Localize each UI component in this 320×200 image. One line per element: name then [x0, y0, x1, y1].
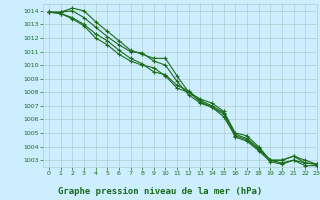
- Text: Graphe pression niveau de la mer (hPa): Graphe pression niveau de la mer (hPa): [58, 188, 262, 196]
